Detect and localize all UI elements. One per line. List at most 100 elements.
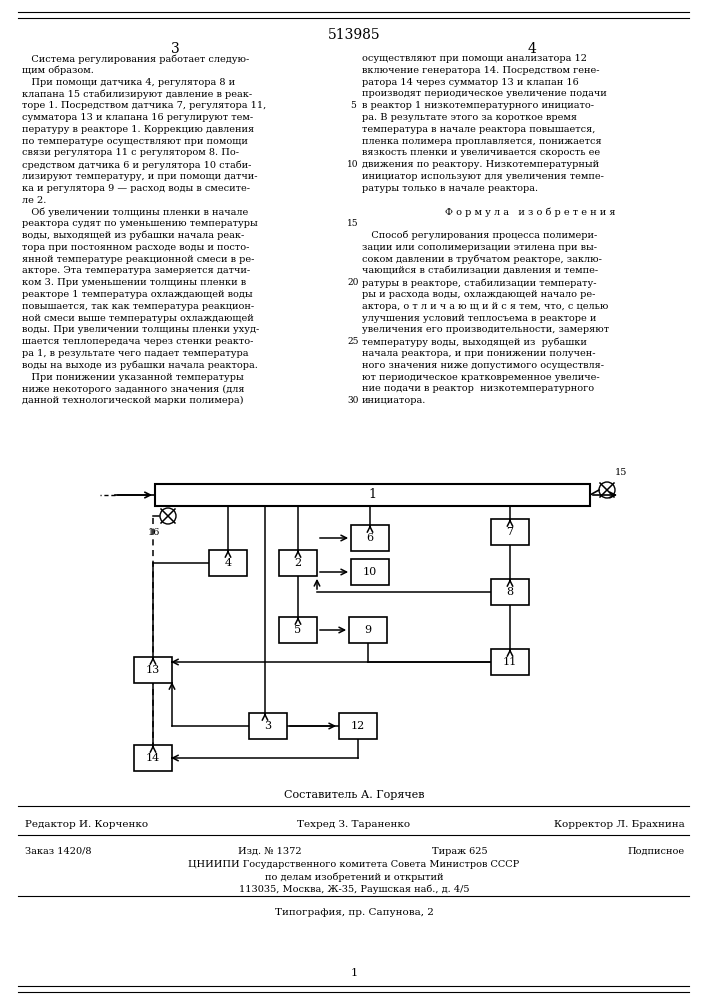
Text: данной технологической марки полимера): данной технологической марки полимера): [22, 396, 243, 405]
Text: 4: 4: [224, 558, 232, 568]
Text: 9: 9: [364, 625, 372, 635]
Text: Тираж 625: Тираж 625: [432, 847, 488, 856]
Text: Составитель А. Горячев: Составитель А. Горячев: [284, 790, 424, 800]
Text: Редактор И. Корченко: Редактор И. Корченко: [25, 820, 148, 829]
Text: пературу в реакторе 1. Коррекцию давления: пературу в реакторе 1. Коррекцию давлени…: [22, 125, 254, 134]
Text: вязкость пленки и увеличивается скорость ее: вязкость пленки и увеличивается скорость…: [362, 148, 600, 157]
Text: 7: 7: [506, 527, 513, 537]
Text: 25: 25: [347, 337, 358, 346]
Text: увеличения его производительности, замеряют: увеличения его производительности, замер…: [362, 325, 609, 334]
Text: ле 2.: ле 2.: [22, 196, 47, 205]
Bar: [279, 617, 317, 643]
Text: ной смеси выше температуры охлаждающей: ной смеси выше температуры охлаждающей: [22, 314, 254, 323]
Text: ра 1, в результате чего падает температура: ра 1, в результате чего падает температу…: [22, 349, 248, 358]
Text: по делам изобретений и открытий: по делам изобретений и открытий: [264, 872, 443, 882]
Text: 10: 10: [363, 567, 377, 577]
Text: ние подачи в реактор  низкотемпературного: ние подачи в реактор низкотемпературного: [362, 384, 594, 393]
Text: Техред З. Тараненко: Техред З. Тараненко: [298, 820, 411, 829]
Text: производят периодическое увеличение подачи: производят периодическое увеличение пода…: [362, 89, 607, 98]
Text: 6: 6: [366, 533, 373, 543]
Text: 15: 15: [615, 468, 627, 477]
Text: 5: 5: [350, 101, 356, 110]
Text: 3: 3: [264, 721, 271, 731]
Bar: [351, 525, 389, 551]
Text: актора, о т л и ч а ю щ и й с я тем, что, с целью: актора, о т л и ч а ю щ и й с я тем, что…: [362, 302, 609, 311]
Text: в реактор 1 низкотемпературного инициато-: в реактор 1 низкотемпературного инициато…: [362, 101, 594, 110]
Text: движения по реактору. Низкотемпературный: движения по реактору. Низкотемпературный: [362, 160, 599, 169]
Text: 2: 2: [294, 558, 302, 568]
Text: 1: 1: [351, 968, 358, 978]
Text: связи регулятора 11 с регулятором 8. По-: связи регулятора 11 с регулятором 8. По-: [22, 148, 239, 157]
Text: 8: 8: [506, 587, 513, 597]
Bar: [134, 657, 172, 683]
Text: ка и регулятора 9 — расход воды в смесите-: ка и регулятора 9 — расход воды в смесит…: [22, 184, 250, 193]
Text: реактора судят по уменьшению температуры: реактора судят по уменьшению температуры: [22, 219, 258, 228]
Text: 3: 3: [170, 42, 180, 56]
Text: температуру воды, выходящей из  рубашки: температуру воды, выходящей из рубашки: [362, 337, 587, 347]
Text: При понижении указанной температуры: При понижении указанной температуры: [22, 373, 244, 382]
Text: ком 3. При уменьшении толщины пленки в: ком 3. При уменьшении толщины пленки в: [22, 278, 246, 287]
Text: лизируют температуру, и при помощи датчи-: лизируют температуру, и при помощи датчи…: [22, 172, 257, 181]
Text: чающийся в стабилизации давления и темпе-: чающийся в стабилизации давления и темпе…: [362, 266, 598, 275]
Bar: [491, 519, 529, 545]
Text: щим образом.: щим образом.: [22, 66, 94, 75]
Text: 4: 4: [527, 42, 537, 56]
Bar: [155, 484, 590, 506]
Text: 20: 20: [347, 278, 358, 287]
Text: пленка полимера проплавляется, понижается: пленка полимера проплавляется, понижаетс…: [362, 137, 602, 146]
Text: средством датчика 6 и регулятора 10 стаби-: средством датчика 6 и регулятора 10 стаб…: [22, 160, 252, 170]
Text: воды на выходе из рубашки начала реактора.: воды на выходе из рубашки начала реактор…: [22, 361, 258, 370]
Bar: [134, 745, 172, 771]
Text: Ф о р м у л а   и з о б р е т е н и я: Ф о р м у л а и з о б р е т е н и я: [445, 207, 615, 217]
Text: 16: 16: [148, 528, 160, 537]
Text: Об увеличении толщины пленки в начале: Об увеличении толщины пленки в начале: [22, 207, 248, 217]
Bar: [491, 579, 529, 605]
Bar: [249, 713, 287, 739]
Text: ЦНИИПИ Государственного комитета Совета Министров СССР: ЦНИИПИ Государственного комитета Совета …: [188, 860, 520, 869]
Text: торе 1. Посредством датчика 7, регулятора 11,: торе 1. Посредством датчика 7, регулятор…: [22, 101, 267, 110]
Bar: [279, 550, 317, 576]
Text: янной температуре реакционной смеси в ре-: янной температуре реакционной смеси в ре…: [22, 255, 255, 264]
Text: 13: 13: [146, 665, 160, 675]
Text: 15: 15: [347, 219, 359, 228]
Text: улучшения условий теплосъема в реакторе и: улучшения условий теплосъема в реакторе …: [362, 314, 597, 323]
Text: 1: 1: [368, 488, 377, 502]
Text: сумматора 13 и клапана 16 регулируют тем-: сумматора 13 и клапана 16 регулируют тем…: [22, 113, 253, 122]
Text: включение генератора 14. Посредством гене-: включение генератора 14. Посредством ген…: [362, 66, 600, 75]
Text: воды. При увеличении толщины пленки ухуд-: воды. При увеличении толщины пленки ухуд…: [22, 325, 259, 334]
Text: осуществляют при помощи анализатора 12: осуществляют при помощи анализатора 12: [362, 54, 587, 63]
Text: воды, выходящей из рубашки начала реак-: воды, выходящей из рубашки начала реак-: [22, 231, 244, 240]
Text: Способ регулирования процесса полимери-: Способ регулирования процесса полимери-: [362, 231, 597, 240]
Text: начала реактора, и при понижении получен-: начала реактора, и при понижении получен…: [362, 349, 595, 358]
Text: ют периодическое кратковременное увеличе-: ют периодическое кратковременное увеличе…: [362, 373, 600, 382]
Text: ниже некоторого заданного значения (для: ниже некоторого заданного значения (для: [22, 384, 245, 394]
Bar: [351, 559, 389, 585]
Text: При помощи датчика 4, регулятора 8 и: При помощи датчика 4, регулятора 8 и: [22, 78, 235, 87]
Text: повышается, так как температура реакцион-: повышается, так как температура реакцион…: [22, 302, 254, 311]
Text: 5: 5: [294, 625, 302, 635]
Text: 513985: 513985: [327, 28, 380, 42]
Text: 12: 12: [351, 721, 365, 731]
Text: ратуры в реакторе, стабилизации температу-: ратуры в реакторе, стабилизации температ…: [362, 278, 597, 288]
Text: 10: 10: [347, 160, 358, 169]
Text: Система регулирования работает следую-: Система регулирования работает следую-: [22, 54, 250, 64]
Text: тора при постоянном расходе воды и посто-: тора при постоянном расходе воды и посто…: [22, 243, 250, 252]
Text: температура в начале реактора повышается,: температура в начале реактора повышается…: [362, 125, 595, 134]
Text: клапана 15 стабилизируют давление в реак-: клапана 15 стабилизируют давление в реак…: [22, 89, 252, 99]
Text: ратора 14 через сумматор 13 и клапан 16: ратора 14 через сумматор 13 и клапан 16: [362, 78, 579, 87]
Text: ратуры только в начале реактора.: ратуры только в начале реактора.: [362, 184, 538, 193]
Text: ры и расхода воды, охлаждающей начало ре-: ры и расхода воды, охлаждающей начало ре…: [362, 290, 595, 299]
Text: акторе. Эта температура замеряется датчи-: акторе. Эта температура замеряется датчи…: [22, 266, 250, 275]
Text: реакторе 1 температура охлаждающей воды: реакторе 1 температура охлаждающей воды: [22, 290, 252, 299]
Text: 113035, Москва, Ж-35, Раушская наб., д. 4/5: 113035, Москва, Ж-35, Раушская наб., д. …: [239, 884, 469, 894]
Text: зации или сополимеризации этилена при вы-: зации или сополимеризации этилена при вы…: [362, 243, 597, 252]
Text: 11: 11: [503, 657, 517, 667]
Bar: [349, 617, 387, 643]
Text: Корректор Л. Брахнина: Корректор Л. Брахнина: [554, 820, 685, 829]
Text: Заказ 1420/8: Заказ 1420/8: [25, 847, 91, 856]
Text: Изд. № 1372: Изд. № 1372: [238, 847, 302, 856]
Text: ра. В результате этого за короткое время: ра. В результате этого за короткое время: [362, 113, 577, 122]
Bar: [209, 550, 247, 576]
Text: Подписное: Подписное: [628, 847, 685, 856]
Text: инициатор используют для увеличения темпе-: инициатор используют для увеличения темп…: [362, 172, 604, 181]
